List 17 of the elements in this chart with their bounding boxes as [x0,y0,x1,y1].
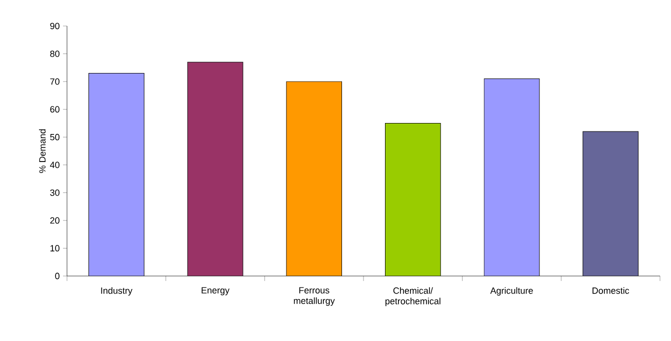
x-tick-label: Domestic [592,287,630,294]
y-tick-label: 20 [50,217,60,224]
x-tick-label: Energy [202,287,230,296]
y-tick-label: 10 [50,245,60,252]
y-tick-label: 40 [50,162,60,168]
y-tick-label: 0 [55,272,60,280]
x-tick-label: Industry [101,287,132,296]
y-tick-label: 80 [50,50,60,57]
x-tick-label: Chemical/ petrochemical [385,287,440,306]
y-tick-label: 90 [50,22,60,30]
x-tick-label: Ferrous metallurgy [294,287,335,306]
y-tick-label: 50 [50,134,60,140]
y-tick-label: 60 [50,106,60,113]
x-tick-label: Agriculture [490,287,533,296]
y-tick-label: 70 [50,78,60,85]
y-axis-title: % Demand [38,129,46,173]
y-tick-label: 30 [50,189,60,196]
